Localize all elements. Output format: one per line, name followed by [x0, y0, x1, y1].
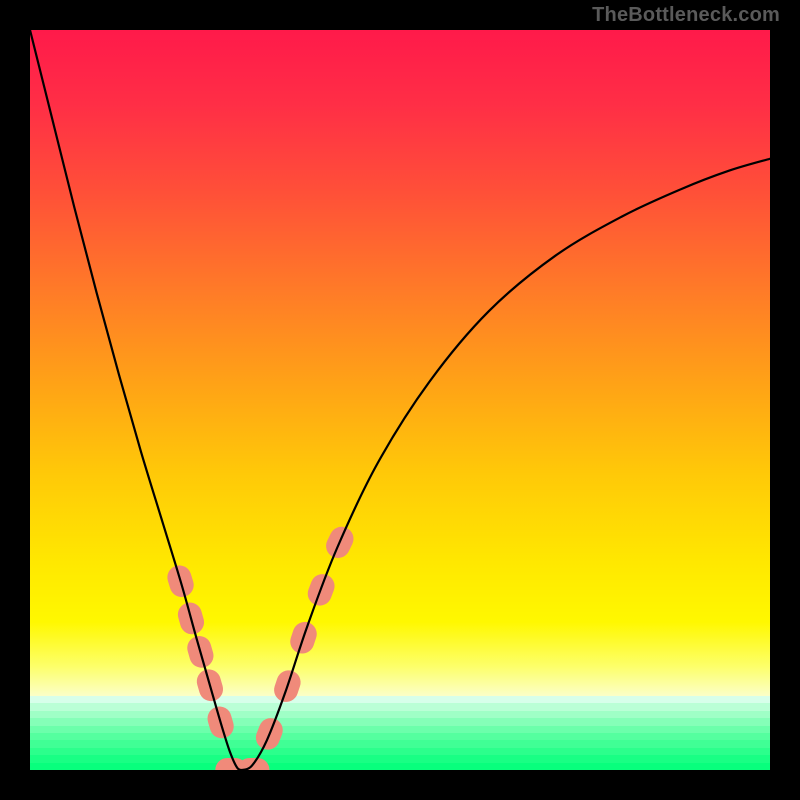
- marker-layer: [164, 523, 357, 770]
- chart-container: TheBottleneck.com: [0, 0, 800, 800]
- right-curve-line: [242, 159, 770, 770]
- plot-area: [30, 30, 770, 770]
- watermark-label: TheBottleneck.com: [592, 4, 780, 27]
- bottleneck-curve: [30, 30, 770, 770]
